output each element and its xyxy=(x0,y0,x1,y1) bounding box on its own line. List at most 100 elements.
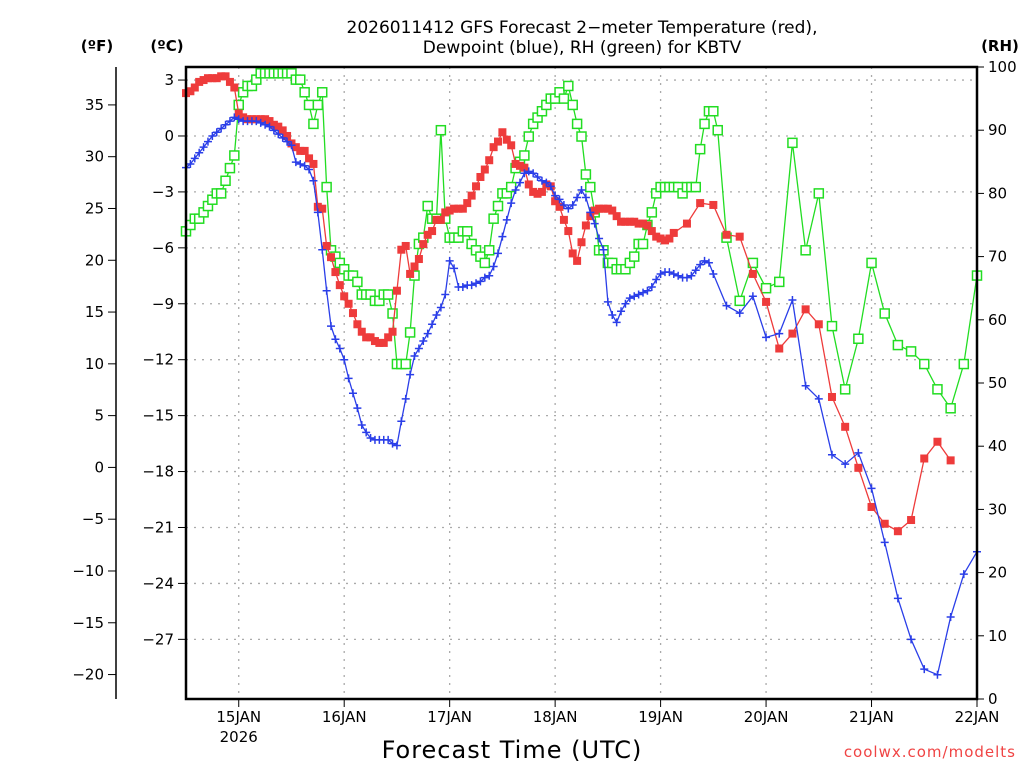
temperature-point xyxy=(568,249,577,258)
dewpoint-point xyxy=(287,141,296,150)
rh-point xyxy=(295,74,306,85)
dewpoint-point xyxy=(520,169,529,178)
dewpoint-point xyxy=(511,186,520,195)
rh-series xyxy=(180,68,983,414)
fahrenheit-tick-label: −20 xyxy=(72,666,104,684)
temperature-point xyxy=(841,422,850,431)
dewpoint-point xyxy=(309,176,318,185)
rh-tick-label: 10 xyxy=(988,627,1007,645)
dewpoint-point xyxy=(283,137,292,146)
dewpoint-point xyxy=(212,128,221,137)
temperature-point xyxy=(524,180,533,189)
temperature-point xyxy=(511,159,520,168)
rh-point xyxy=(580,169,592,180)
rh-point xyxy=(479,257,491,269)
rh-tick-label: 70 xyxy=(988,248,1007,266)
x-axis-title: Forecast Time (UTC) xyxy=(382,736,643,764)
temperature-point xyxy=(340,292,349,301)
celsius-tick-label: −3 xyxy=(152,183,174,201)
temperature-point xyxy=(502,135,511,144)
time-tick-label: 18JAN xyxy=(533,708,578,726)
dewpoint-point xyxy=(291,158,300,167)
fahrenheit-tick-label: −5 xyxy=(82,510,104,528)
dewpoint-point xyxy=(612,318,621,327)
dewpoint-point xyxy=(406,370,415,379)
temperature-point xyxy=(489,143,498,152)
temperature-point xyxy=(639,219,648,228)
rh-point xyxy=(839,384,851,395)
temperature-point xyxy=(278,126,287,135)
rh-point xyxy=(299,87,310,98)
temperature-point xyxy=(335,281,344,290)
temperature-point xyxy=(221,72,230,81)
dewpoint-point xyxy=(410,351,419,360)
dewpoint-point xyxy=(907,635,916,644)
dewpoint-point xyxy=(467,281,476,290)
dewpoint-point xyxy=(537,176,546,185)
dewpoint-point xyxy=(274,130,283,139)
dewpoint-point xyxy=(568,200,577,209)
dewpoint-point xyxy=(340,355,349,364)
fahrenheit-tick-label: 20 xyxy=(85,251,104,269)
rh-tick-label: 30 xyxy=(988,500,1007,518)
temperature-point xyxy=(406,269,415,278)
temperature-point xyxy=(410,262,419,271)
rh-unit-label: (RH) xyxy=(981,37,1019,55)
temperature-point xyxy=(291,143,300,152)
dewpoint-point xyxy=(458,282,467,291)
rh-point xyxy=(945,403,956,414)
rh-point xyxy=(760,282,772,294)
temperature-point xyxy=(375,338,384,347)
rh-point xyxy=(905,346,917,357)
dewpoint-point xyxy=(305,165,314,174)
fahrenheit-tick-label: 30 xyxy=(85,148,104,166)
fahrenheit-tick-label: 25 xyxy=(85,199,104,217)
temperature-point xyxy=(445,206,454,215)
temperature-point xyxy=(696,199,705,208)
celsius-tick-label: 3 xyxy=(164,71,174,89)
dewpoint-point xyxy=(234,115,243,124)
dewpoint-point xyxy=(261,120,270,129)
chart-title-line-1: 2026011412 GFS Forecast 2−meter Temperat… xyxy=(347,18,818,38)
temperature-point xyxy=(814,320,823,329)
dewpoint-point xyxy=(348,389,357,398)
dewpoint-point xyxy=(480,273,489,282)
dewpoint-point xyxy=(700,256,709,265)
dewpoint-point xyxy=(318,245,327,254)
temperature-point xyxy=(555,202,564,211)
rh-point xyxy=(316,87,328,98)
temperature-point xyxy=(933,437,942,446)
dewpoint-point xyxy=(854,448,863,457)
dewpoint-point xyxy=(814,394,823,403)
dewpoint-point xyxy=(687,271,696,280)
dewpoint-point xyxy=(827,450,836,459)
dewpoint-point xyxy=(748,292,757,301)
temperature-point xyxy=(463,199,472,208)
temperature-point xyxy=(801,305,810,314)
rh-point xyxy=(958,358,970,370)
dewpoint-point xyxy=(735,309,744,318)
temperature-point xyxy=(893,527,902,536)
dewpoint-point xyxy=(445,256,454,265)
temperature-point xyxy=(234,109,243,118)
dewpoint-point xyxy=(353,404,362,413)
temperature-point xyxy=(485,156,494,165)
time-tick-label: 16JAN xyxy=(322,708,367,726)
temperature-point xyxy=(537,187,546,196)
rh-point xyxy=(585,181,596,193)
temperature-point xyxy=(665,234,674,243)
temperature-point xyxy=(265,117,274,126)
rh-point xyxy=(694,143,706,155)
dewpoint-point xyxy=(867,484,876,493)
celsius-tick-label: −18 xyxy=(142,463,174,481)
temperature-point xyxy=(269,120,278,129)
rh-point xyxy=(628,251,640,262)
temperature-point xyxy=(230,83,239,92)
temperature-point xyxy=(212,74,221,83)
temperature-point xyxy=(432,215,441,224)
time-tick-label: 19JAN xyxy=(638,708,683,726)
temperature-point xyxy=(735,232,744,241)
temperature-point xyxy=(313,202,322,211)
